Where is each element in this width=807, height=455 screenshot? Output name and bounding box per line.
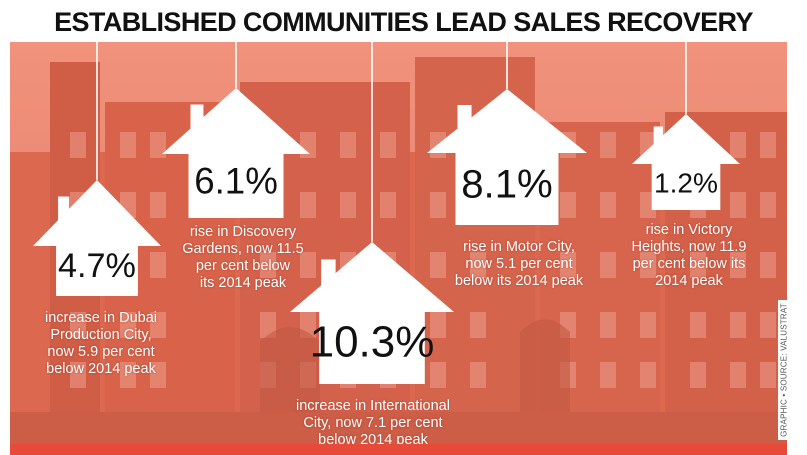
window-shape: [340, 192, 356, 218]
window-shape: [70, 362, 86, 388]
window-shape: [560, 252, 576, 278]
window-shape: [760, 362, 776, 388]
window-shape: [430, 252, 446, 278]
window-shape: [690, 362, 706, 388]
window-shape: [470, 362, 486, 388]
window-shape: [150, 312, 166, 338]
description-international-city: increase in International City, now 7.1 …: [296, 398, 450, 444]
window-shape: [640, 312, 656, 338]
window-shape: [730, 312, 746, 338]
window-shape: [380, 192, 396, 218]
house-mark: [33, 180, 161, 296]
window-shape: [600, 192, 616, 218]
window-shape: [300, 192, 316, 218]
window-shape: [730, 252, 746, 278]
description-discovery-gardens: rise in Discovery Gardens, now 11.5 per …: [182, 224, 304, 291]
value-label: 4.7%: [58, 247, 136, 285]
window-shape: [150, 362, 166, 388]
window-shape: [430, 362, 446, 388]
window-shape: [150, 252, 166, 278]
description-dubai-production-city: increase in Dubai Production City, now 5…: [44, 310, 158, 377]
value-label: 6.1%: [194, 161, 278, 202]
description-motor-city: rise in Motor City, now 5.1 per cent bel…: [454, 239, 584, 289]
hanging-strings: [96, 42, 687, 242]
window-shape: [260, 252, 276, 278]
window-shape: [730, 192, 746, 218]
window-shape: [730, 132, 746, 158]
window-shape: [640, 252, 656, 278]
window-shape: [120, 312, 136, 338]
chimney: [321, 259, 336, 298]
window-shape: [470, 312, 486, 338]
window-shape: [600, 132, 616, 158]
window-shape: [380, 132, 396, 158]
bottom-accent-bar: [10, 444, 787, 455]
window-shape: [600, 362, 616, 388]
window-shape: [760, 252, 776, 278]
source-credit: GRAPHIC • SOURCE: VALUSTRAT: [778, 300, 790, 440]
window-shape: [120, 132, 136, 158]
window-shape: [470, 252, 486, 278]
window-shape: [760, 192, 776, 218]
window-shape: [430, 312, 446, 338]
chart-svg: 4.7% 6.1% 10.3% 8.1% 1.2%: [10, 42, 787, 444]
window-shape: [70, 312, 86, 338]
chimney: [190, 104, 204, 141]
window-shape: [760, 132, 776, 158]
description-victory-heights: rise in Victory Heights, now 11.9 per ce…: [631, 222, 747, 289]
window-shape: [730, 362, 746, 388]
chimney: [653, 126, 664, 154]
window-shape: [70, 132, 86, 158]
house-mark: [162, 88, 310, 218]
value-label: 1.2%: [654, 168, 718, 199]
chimney: [457, 105, 472, 141]
chart-title: ESTABLISHED COMMUNITIES LEAD SALES RECOV…: [0, 0, 807, 42]
source-credit-text: GRAPHIC • SOURCE: VALUSTRAT: [779, 303, 789, 437]
window-shape: [120, 362, 136, 388]
window-shape: [340, 132, 356, 158]
window-shape: [600, 252, 616, 278]
window-shape: [560, 192, 576, 218]
house-mark: [632, 114, 740, 210]
window-shape: [150, 192, 166, 218]
value-label: 8.1%: [461, 162, 553, 207]
window-shape: [300, 252, 316, 278]
house-marks: 4.7% 6.1% 10.3% 8.1% 1.2%: [33, 88, 740, 384]
value-label: 10.3%: [310, 318, 435, 367]
window-shape: [430, 192, 446, 218]
window-shape: [600, 312, 616, 338]
window-shape: [760, 312, 776, 338]
window-shape: [690, 312, 706, 338]
window-shape: [690, 252, 706, 278]
window-shape: [260, 312, 276, 338]
window-shape: [640, 362, 656, 388]
window-shape: [150, 132, 166, 158]
chart-area: 4.7% 6.1% 10.3% 8.1% 1.2% increase in Dubai …: [10, 42, 787, 444]
chimney: [58, 196, 70, 233]
